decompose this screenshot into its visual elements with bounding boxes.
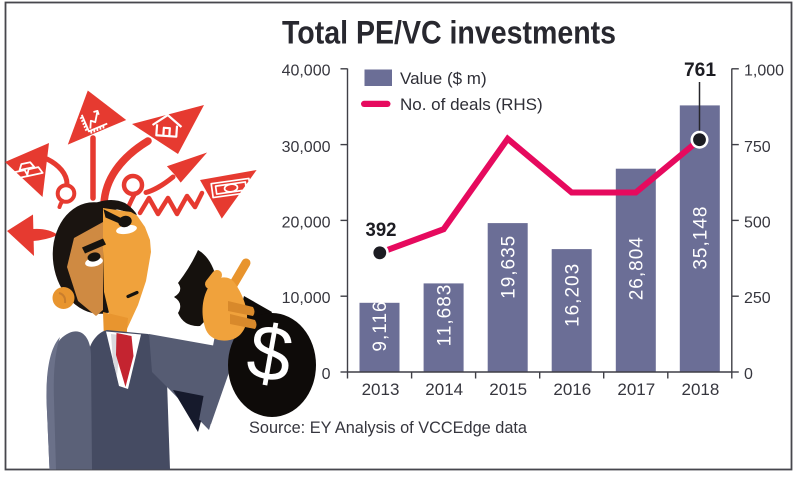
svg-text:2018: 2018	[681, 380, 719, 399]
svg-text:11,683: 11,683	[434, 284, 455, 347]
svg-text:40,000: 40,000	[282, 63, 331, 80]
svg-text:0: 0	[322, 366, 331, 383]
svg-text:Total PE/VC investments: Total PE/VC investments	[282, 15, 616, 51]
svg-text:10,000: 10,000	[282, 290, 331, 307]
svg-text:2017: 2017	[617, 380, 655, 399]
svg-text:2015: 2015	[489, 380, 527, 399]
svg-text:9,116: 9,116	[370, 300, 391, 351]
svg-text:500: 500	[744, 214, 771, 231]
svg-text:0: 0	[744, 366, 753, 383]
svg-text:Source: EY Analysis of VCCEdge: Source: EY Analysis of VCCEdge data	[249, 418, 528, 437]
svg-text:2016: 2016	[553, 380, 591, 399]
svg-text:2014: 2014	[425, 380, 463, 399]
svg-text:1,000: 1,000	[744, 63, 784, 80]
svg-text:19,635: 19,635	[498, 235, 519, 299]
svg-text:16,203: 16,203	[562, 263, 583, 327]
svg-text:30,000: 30,000	[282, 139, 331, 156]
svg-text:20,000: 20,000	[282, 214, 331, 231]
svg-text:392: 392	[366, 220, 397, 241]
svg-text:761: 761	[684, 60, 716, 81]
svg-text:250: 250	[744, 290, 771, 307]
svg-text:750: 750	[744, 139, 771, 156]
svg-text:2013: 2013	[362, 380, 400, 399]
svg-text:35,148: 35,148	[691, 206, 712, 270]
svg-text:26,804: 26,804	[627, 236, 648, 300]
svg-text:Value ($ m): Value ($ m)	[400, 69, 487, 88]
svg-text:No. of deals (RHS): No. of deals (RHS)	[400, 95, 543, 114]
